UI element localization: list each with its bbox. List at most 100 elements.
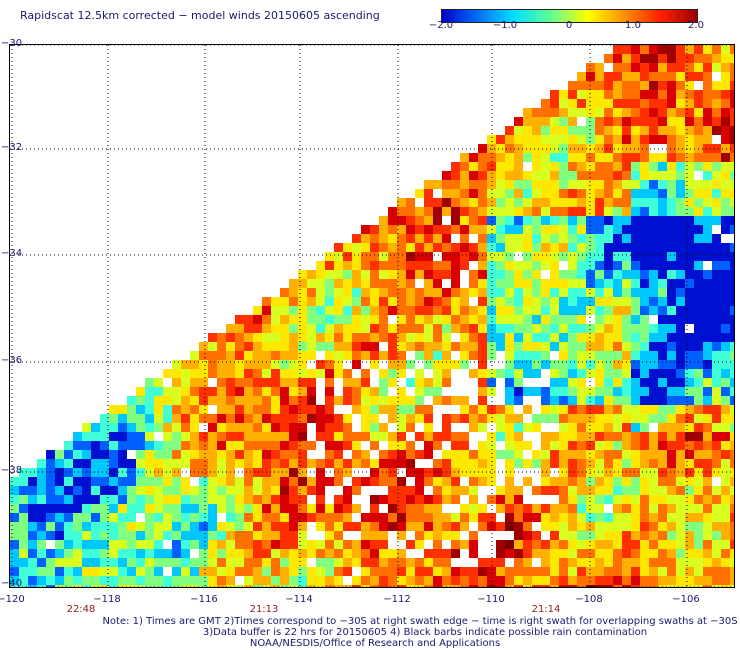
data-cell <box>307 477 316 486</box>
data-cell <box>478 558 487 567</box>
data-cell <box>667 162 676 171</box>
data-cell <box>505 540 514 549</box>
data-cell <box>685 477 694 486</box>
data-cell <box>541 180 550 189</box>
data-cell <box>460 513 469 522</box>
data-cell <box>334 585 343 587</box>
data-cell <box>442 423 451 432</box>
data-cell <box>298 405 307 414</box>
data-cell <box>604 486 613 495</box>
data-cell <box>352 234 361 243</box>
data-cell <box>397 342 406 351</box>
data-cell <box>631 162 640 171</box>
data-cell <box>460 162 469 171</box>
data-cell <box>667 288 676 297</box>
data-cell <box>622 234 631 243</box>
data-cell <box>352 360 361 369</box>
data-cell <box>262 531 271 540</box>
data-cell <box>676 585 685 587</box>
data-cell <box>154 378 163 387</box>
data-cell <box>622 360 631 369</box>
data-cell <box>397 270 406 279</box>
data-cell <box>667 333 676 342</box>
data-cell <box>82 576 91 585</box>
data-cell <box>451 180 460 189</box>
data-cell <box>685 63 694 72</box>
data-cell <box>595 468 604 477</box>
data-cell <box>649 504 658 513</box>
data-cell <box>199 414 208 423</box>
data-cell <box>631 378 640 387</box>
data-cell <box>235 369 244 378</box>
data-cell <box>703 360 712 369</box>
data-cell <box>550 243 559 252</box>
data-cell <box>712 468 721 477</box>
data-cell <box>343 261 352 270</box>
data-cell <box>730 198 734 207</box>
data-cell <box>595 522 604 531</box>
data-cell <box>613 585 622 587</box>
data-cell <box>334 261 343 270</box>
data-cell <box>505 360 514 369</box>
data-cell <box>433 549 442 558</box>
data-cell <box>424 189 433 198</box>
data-cell <box>568 279 577 288</box>
data-cell <box>442 432 451 441</box>
data-cell <box>181 558 190 567</box>
data-cell <box>577 135 586 144</box>
data-cell <box>334 423 343 432</box>
data-cell <box>181 495 190 504</box>
data-cell <box>109 549 118 558</box>
data-cell <box>703 252 712 261</box>
data-cell <box>28 468 37 477</box>
data-cell <box>595 252 604 261</box>
data-cell <box>496 162 505 171</box>
data-cell <box>658 486 667 495</box>
data-cell <box>127 504 136 513</box>
data-cell <box>478 171 487 180</box>
data-cell <box>586 576 595 585</box>
data-cell <box>37 477 46 486</box>
data-cell <box>577 522 586 531</box>
data-cell <box>388 549 397 558</box>
data-cell <box>703 486 712 495</box>
data-cell <box>244 423 253 432</box>
data-cell <box>523 567 532 576</box>
data-cell <box>10 477 19 486</box>
data-cell <box>469 576 478 585</box>
data-cell <box>667 81 676 90</box>
data-cell <box>577 549 586 558</box>
data-cell <box>685 531 694 540</box>
data-cell <box>667 144 676 153</box>
data-cell <box>685 441 694 450</box>
data-cell <box>100 468 109 477</box>
data-cell <box>532 162 541 171</box>
data-cell <box>514 270 523 279</box>
data-cell <box>694 486 703 495</box>
data-cell <box>658 414 667 423</box>
data-cell <box>397 576 406 585</box>
data-cell <box>298 279 307 288</box>
data-cell <box>289 513 298 522</box>
data-cell <box>469 531 478 540</box>
data-cell <box>694 387 703 396</box>
data-cell <box>685 72 694 81</box>
data-cell <box>442 225 451 234</box>
data-cell <box>262 477 271 486</box>
data-cell <box>442 585 451 587</box>
data-cell <box>568 369 577 378</box>
data-cell <box>649 198 658 207</box>
data-cell <box>298 585 307 587</box>
data-cell <box>685 369 694 378</box>
data-cell <box>730 279 734 288</box>
data-cell <box>388 585 397 587</box>
data-cell <box>523 261 532 270</box>
data-cell <box>262 387 271 396</box>
data-cell <box>280 324 289 333</box>
data-cell <box>703 108 712 117</box>
data-cell <box>649 540 658 549</box>
data-cell <box>172 531 181 540</box>
data-cell <box>109 567 118 576</box>
data-cell <box>127 513 136 522</box>
data-cell <box>208 351 217 360</box>
